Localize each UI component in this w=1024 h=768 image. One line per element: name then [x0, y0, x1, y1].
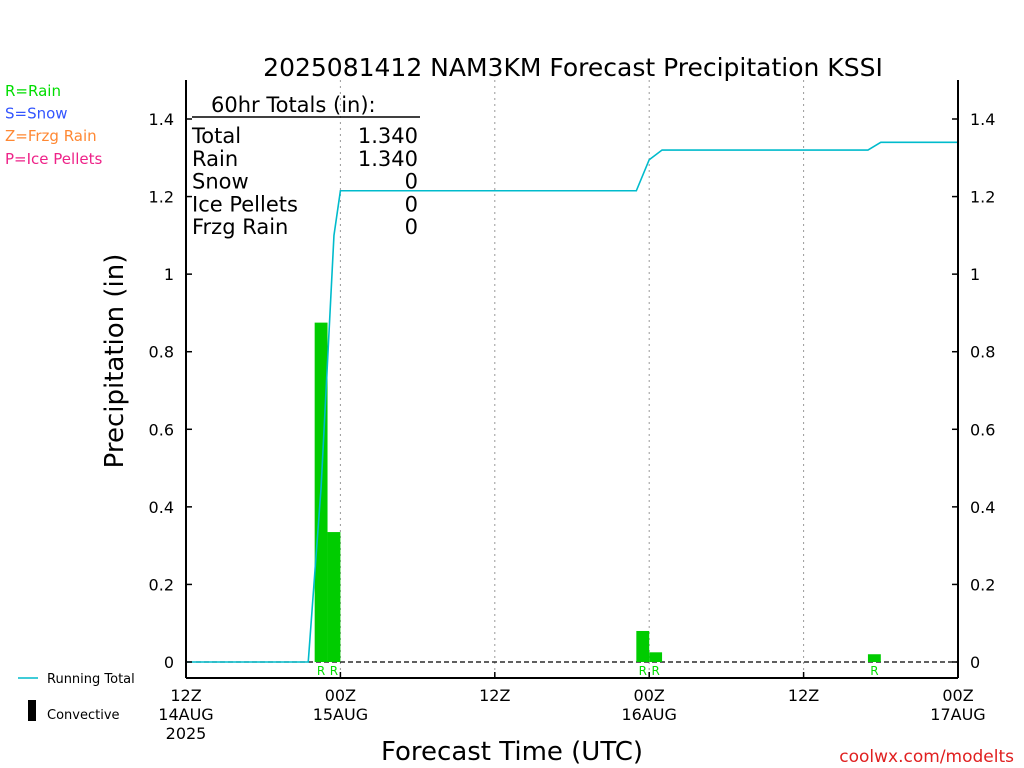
x-tick-label: 12Z	[170, 686, 201, 705]
totals-row-label: Snow	[192, 170, 249, 194]
legend-type-entry: R=Rain	[5, 82, 61, 100]
totals-row-label: Ice Pellets	[192, 192, 298, 216]
totals-row-label: Frzg Rain	[192, 215, 288, 239]
y-tick-label-right: 0.8	[970, 343, 995, 362]
y-tick-label-left: 1.2	[149, 188, 174, 207]
totals-row-label: Total	[191, 124, 241, 148]
precip-bar	[327, 532, 341, 662]
totals-row-value: 1.340	[358, 124, 418, 148]
x-tick-label: 00Z	[634, 686, 665, 705]
x-tick-label: 00Z	[325, 686, 356, 705]
y-tick-label-left: 0.6	[149, 420, 174, 439]
x-tick-label: 12Z	[788, 686, 819, 705]
y-tick-label-right: 1.2	[970, 188, 995, 207]
y-axis-title: Precipitation (in)	[100, 254, 130, 469]
legend: R=Rain S=Snow Z=Frzg Rain P=Ice Pellets Runn…	[5, 82, 135, 723]
y-tick-label-left: 1	[164, 265, 174, 284]
credit-text: coolwx.com/modelts	[839, 747, 1014, 767]
precip-bar	[636, 630, 650, 662]
y-tick-label-right: 0.4	[970, 498, 995, 517]
totals-header: 60hr Totals (in):	[211, 93, 376, 117]
x-tick-label: 15AUG	[313, 705, 368, 724]
precip-type-label: R	[639, 664, 647, 678]
y-tick-label-right: 0	[970, 653, 980, 672]
totals-row-label: Rain	[192, 147, 238, 171]
precip-bar	[867, 654, 881, 662]
y-tick-label-left: 0	[164, 653, 174, 672]
totals-box: 60hr Totals (in): Total 1.340 Rain 1.340 Sno…	[191, 93, 420, 239]
totals-row-value: 0	[405, 192, 418, 216]
axes: 0 00.2 0.20.4 0.40.6 0.60.8 0.81 11.2 1.21.4 1.4…	[149, 80, 995, 743]
x-tick-label: 16AUG	[621, 705, 676, 724]
y-tick-label-left: 1.4	[149, 110, 174, 129]
legend-convective-swatch	[28, 700, 36, 721]
x-tick-label: 00Z	[942, 686, 973, 705]
x-tick-label: 2025	[166, 724, 207, 743]
precip-type-label: R	[330, 664, 338, 678]
y-tick-label-right: 1.4	[970, 110, 995, 129]
precip-type-label: R	[317, 664, 325, 678]
running-total-series	[186, 141, 958, 663]
legend-type-entry: Z=Frzg Rain	[5, 127, 97, 145]
y-tick-label-right: 1	[970, 265, 980, 284]
x-tick-label: 12Z	[479, 686, 510, 705]
legend-series-label: Convective	[47, 708, 120, 723]
chart-text: 2025081412 NAM3KM Forecast Precipitation…	[100, 53, 1014, 767]
precip-type-label: R	[651, 664, 659, 678]
totals-row-value: 0	[405, 215, 418, 239]
x-axis-title: Forecast Time (UTC)	[381, 737, 643, 767]
y-tick-label-left: 0.4	[149, 498, 174, 517]
x-tick-label: 14AUG	[158, 705, 213, 724]
legend-series-label: Running Total	[47, 672, 135, 687]
totals-row-value: 0	[405, 170, 418, 194]
legend-type-entry: P=Ice Pellets	[5, 150, 102, 168]
legend-type-entry: S=Snow	[5, 105, 68, 123]
totals-row-value: 1.340	[358, 147, 418, 171]
chart-title: 2025081412 NAM3KM Forecast Precipitation…	[263, 53, 883, 82]
y-tick-label-right: 0.6	[970, 420, 995, 439]
y-tick-label-right: 0.2	[970, 575, 995, 594]
y-tick-label-left: 0.2	[149, 575, 174, 594]
precip-type-label: R	[870, 664, 878, 678]
grid-lines	[196, 80, 958, 678]
running-total-line	[186, 141, 958, 663]
precip-bar	[649, 652, 663, 662]
y-tick-label-left: 0.8	[149, 343, 174, 362]
x-tick-label: 17AUG	[930, 705, 985, 724]
